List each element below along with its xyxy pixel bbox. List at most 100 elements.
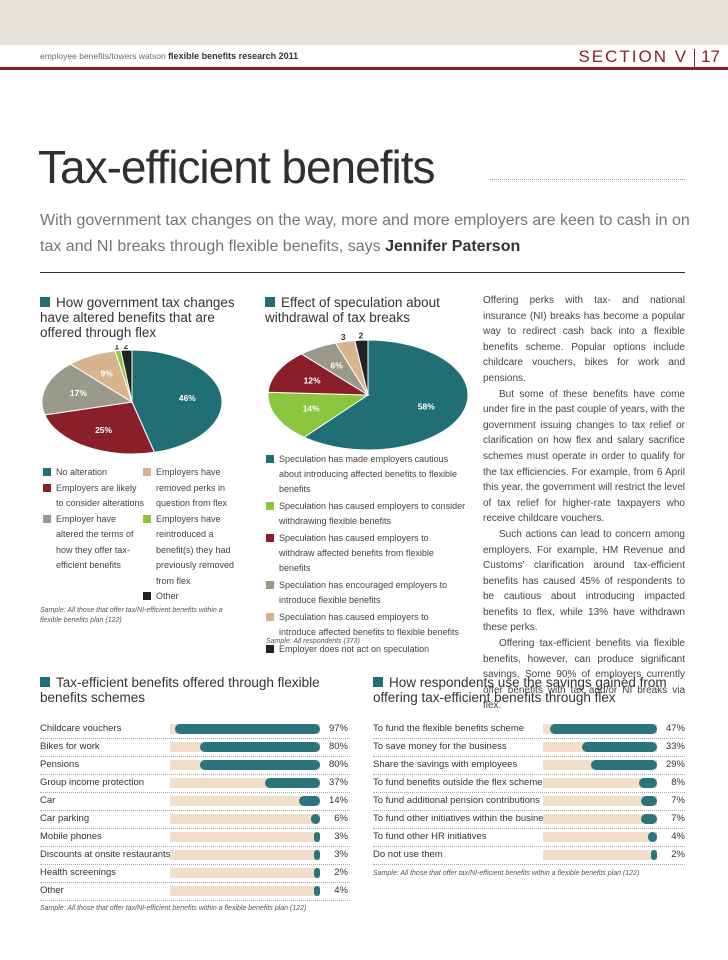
bar-label: Discounts at onsite restaurants [40,849,171,860]
bar-row: To save money for the business 33% [373,738,685,757]
chart2-sample: Sample: All respondents (373) [266,638,360,645]
bar-label: To fund other HR initiatives [373,831,487,842]
bar-row: Share the savings with employees 29% [373,756,685,775]
bar [200,760,320,770]
pie-slice-label: 3 [341,332,346,342]
bar-value: 6% [334,813,348,824]
bar [641,796,657,806]
legend-item: Employer does not act on speculation [266,642,466,657]
chart1-title: How government tax changes have altered … [40,295,235,340]
page-number: 17 [701,47,720,66]
pie-slice [131,349,223,453]
bar-label: Car parking [40,813,90,824]
bar-row: Do not use them 2% [373,846,685,865]
bar-value: 8% [671,777,685,788]
pie-slice [267,391,370,438]
pie-slice-label: 12% [304,375,321,385]
pie-slice-label: 1 [114,345,119,352]
paragraph: But some of these benefits have come und… [483,388,685,525]
pie-slice-label: 9% [101,368,114,378]
pie-slice [120,349,133,403]
author-name: Jennifer Paterson [385,238,521,255]
bar-label: Mobile phones [40,831,102,842]
bar [200,742,320,752]
chart4-title: How respondents use the savings gained f… [373,675,667,705]
chart4-sample: Sample: All those that offer tax/NI-effi… [373,870,640,877]
bar-label: Do not use them [373,849,443,860]
bar-label: To fund the flexible benefits scheme [373,723,525,734]
legend-item: Employers have reintroduced a benefit(s)… [156,513,235,586]
pie-slice [354,339,369,396]
bar-label: To fund additional pension contributions [373,795,540,806]
bar-row: Car 14% [40,792,350,811]
title-dotted-rule [490,179,685,180]
paragraph: Offering tax-efficient benefits via flex… [483,638,685,712]
legend-item: Speculation has made employers cautious … [266,452,466,497]
bar [314,850,320,860]
bar [264,778,320,788]
header-band [0,0,728,45]
legend-item: Speculation has caused employers to with… [266,531,466,576]
bar-track [170,868,320,878]
bar-row: Discounts at onsite restaurants 3% [40,846,350,865]
chart2-legend: Speculation has made employers cautious … [266,452,466,659]
bar-row: Mobile phones 3% [40,828,350,847]
chart1-pie: 46% 25% 17% 9% 1 2 [41,345,223,455]
header-rule [0,45,728,70]
section-label: SECTION V 17 [578,47,720,67]
bar-label: To fund benefits outside the flex scheme [373,777,543,788]
bar [314,832,320,842]
bar-row: To fund benefits outside the flex scheme… [373,774,685,793]
bar-value: 2% [671,849,685,860]
bar [647,832,657,842]
legend-label: Speculation has encouraged employers to … [279,580,448,605]
running-header: employee benefits/towers watson flexible… [40,51,298,61]
bar-track [170,724,320,734]
bar-label: To fund other initiatives within the bus… [373,813,554,824]
bar-value: 80% [328,759,348,770]
bar-label: Group income protection [40,777,145,788]
legend-item: Employers are likely to consider alterat… [56,482,145,509]
bar-value: 29% [665,759,685,770]
pie-slice-label: 6% [331,361,344,371]
pie-slice-label: 25% [95,425,112,435]
bar-track [543,724,657,734]
bar-track [170,814,320,824]
chart1-sample: Sample: All those that offer tax/NI-effi… [40,607,223,624]
publication-name: employee benefits/towers watson [40,51,166,61]
square-bullet-icon [40,677,50,687]
legend-swatch [266,613,274,621]
chart4-bars: To fund the flexible benefits scheme 47% T… [373,720,685,865]
legend-item: Employer have altered the terms of how t… [56,513,134,571]
pie-slice-label: 2 [358,331,363,341]
bar-row: To fund other HR initiatives 4% [373,828,685,847]
legend-swatch [266,502,274,510]
bar-track [170,778,320,788]
bar-track [170,742,320,752]
legend-label: Employer does not act on speculation [279,644,430,654]
bar-label: Health screenings [40,867,117,878]
bar-label: Share the savings with employees [373,759,518,770]
divider [40,272,685,273]
bar-track [543,796,657,806]
bar-value: 47% [665,723,685,734]
bar-row: To fund the flexible benefits scheme 47% [373,720,685,739]
legend-swatch [266,581,274,589]
bar [314,886,320,896]
bar [311,814,320,824]
chart2-pie: 58% 14% 12% 6% 3 2 [267,331,469,450]
bar-track [170,796,320,806]
chart1-legend-col2: Employers have removed perks in question… [143,465,238,605]
pie-slice-label: 17% [70,388,87,398]
paragraph: Such actions can lead to concern among e… [483,528,685,634]
pie-slice [44,401,156,455]
pie-slice-label: 2 [124,345,129,351]
legend-item: Other [156,591,179,601]
legend-label: Speculation has made employers cautious … [279,454,457,494]
bar-value: 4% [671,831,685,842]
bar [641,814,657,824]
legend-label: Speculation has caused employers to intr… [279,612,459,637]
bar-row: Car parking 6% [40,810,350,829]
bar [590,760,657,770]
bar [549,724,657,734]
